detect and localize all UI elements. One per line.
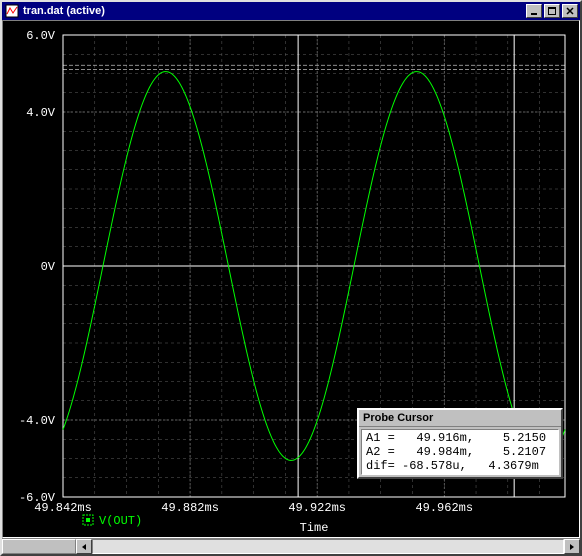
svg-text:Time: Time [300,521,329,535]
plot-area[interactable]: 49.842ms49.882ms49.922ms49.962ms-6.0V-4.… [2,20,580,538]
svg-text:49.922ms: 49.922ms [288,501,346,515]
probe-cursor-body: A1 = 49.916m, 5.2150 A2 = 49.984m, 5.210… [361,429,559,475]
window-title: tran.dat (active) [23,5,526,17]
svg-text:6.0V: 6.0V [26,29,56,43]
minimize-button[interactable] [526,4,542,18]
maximize-button[interactable] [544,4,560,18]
horizontal-scrollbar[interactable] [2,538,580,554]
svg-text:V(OUT): V(OUT) [99,514,142,528]
svg-text:0V: 0V [41,260,56,274]
svg-text:-4.0V: -4.0V [19,414,56,428]
app-window: tran.dat (active) 49.842ms49.882ms49.922… [0,0,582,556]
svg-text:4.0V: 4.0V [26,106,56,120]
app-icon [4,3,20,19]
scrollbar-cap [2,539,76,554]
svg-text:49.962ms: 49.962ms [415,501,473,515]
svg-text:-6.0V: -6.0V [19,491,56,505]
scroll-right-button[interactable] [564,539,580,554]
probe-cursor-title: Probe Cursor [359,410,561,427]
svg-text:49.882ms: 49.882ms [161,501,219,515]
scrollbar-track[interactable] [92,539,564,554]
close-button[interactable] [562,4,578,18]
titlebar[interactable]: tran.dat (active) [2,2,580,20]
scroll-left-button[interactable] [76,539,92,554]
probe-cursor-panel[interactable]: Probe Cursor A1 = 49.916m, 5.2150 A2 = 4… [357,408,563,479]
